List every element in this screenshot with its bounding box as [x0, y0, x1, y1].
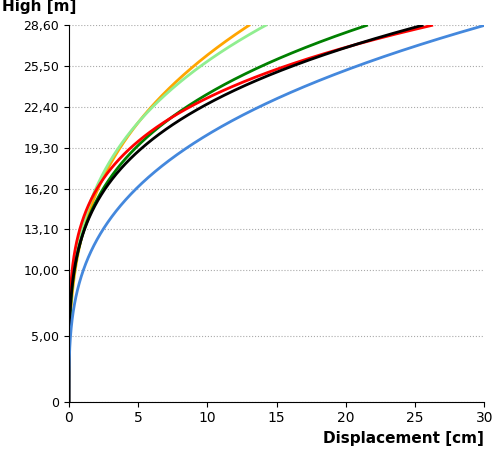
X-axis label: Displacement [cm]: Displacement [cm]	[324, 431, 484, 446]
Y-axis label: High [m]: High [m]	[2, 0, 77, 14]
